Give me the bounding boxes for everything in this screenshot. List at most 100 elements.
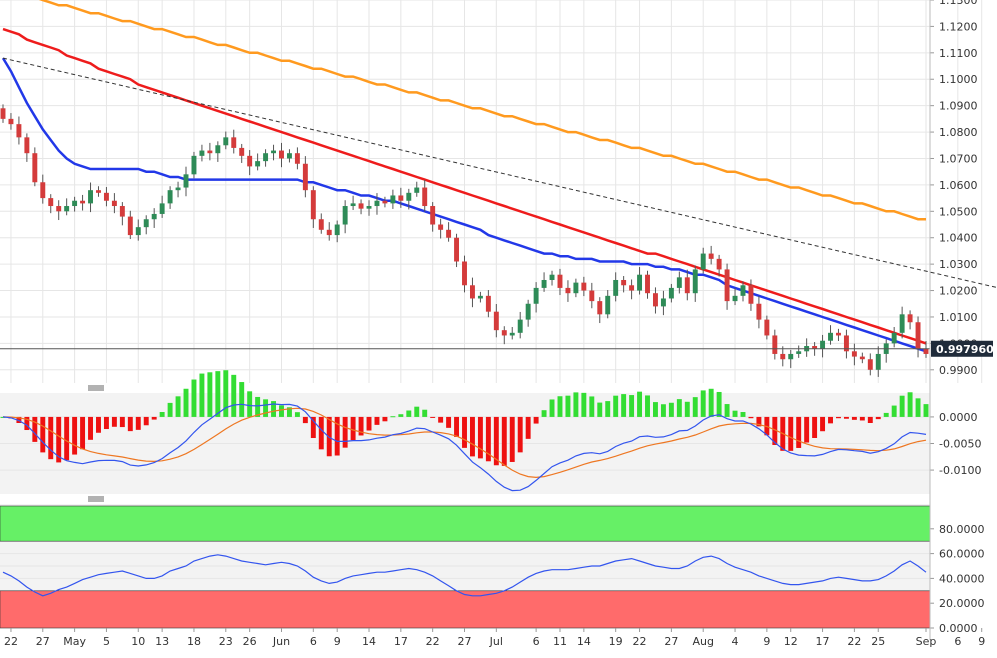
- candle-body: [135, 227, 141, 236]
- sma-slow-line: [38, 0, 926, 221]
- macd-histogram-bar: [557, 396, 563, 417]
- x-tick-label: 13: [155, 635, 169, 648]
- candle-body: [796, 351, 802, 354]
- macd-histogram-bar: [56, 416, 62, 463]
- macd-histogram-bar: [199, 373, 205, 417]
- macd-histogram-bar: [772, 416, 778, 445]
- candle-body: [215, 145, 221, 154]
- macd-histogram-bar: [541, 410, 547, 417]
- price-tick-label: 1.0800: [939, 126, 978, 139]
- macd-histogram-bar: [334, 416, 340, 456]
- candle-body: [668, 287, 674, 299]
- candle-body: [48, 198, 54, 207]
- x-tick-label: 23: [219, 635, 233, 648]
- macd-histogram-bar: [645, 395, 650, 417]
- macd-histogram-bar: [294, 412, 300, 417]
- macd-histogram-bar: [820, 416, 826, 432]
- candle-body: [820, 340, 826, 349]
- macd-histogram-bar: [493, 416, 499, 466]
- rsi-tick-label: 60.0000: [939, 548, 985, 561]
- macd-histogram-bar: [183, 388, 189, 417]
- candle-body: [525, 303, 531, 320]
- x-tick-label: 17: [816, 635, 830, 648]
- candle-body: [469, 285, 475, 299]
- macd-histogram-bar: [828, 416, 833, 424]
- candle-body: [843, 335, 849, 352]
- macd-histogram-bar: [310, 416, 316, 439]
- last-price-badge: [931, 340, 993, 357]
- macd-histogram-bar: [191, 379, 197, 417]
- x-axis: 22 27 May 5 10 13 18 23 26 Jun 6 9 14 17 22 27 Jul 6 11 14 1…: [4, 628, 985, 648]
- candle-body: [772, 335, 778, 354]
- candle-body: [477, 295, 483, 299]
- candle-body: [414, 187, 420, 193]
- candle-body: [88, 190, 93, 204]
- macd-series: [0, 370, 929, 492]
- macd-histogram-bar: [32, 416, 38, 442]
- macd-line: [2, 403, 927, 492]
- candle-body: [398, 195, 404, 201]
- macd-histogram-bar: [652, 402, 658, 417]
- candle-body: [605, 295, 611, 315]
- rsi-splitter[interactable]: [0, 494, 930, 504]
- price-tick-label: 1.0400: [939, 232, 978, 245]
- candle-body: [32, 153, 38, 183]
- price-tick-label: 0.9900: [939, 364, 978, 377]
- rsi-line: [2, 554, 927, 597]
- candle-body: [255, 161, 261, 167]
- macd-histogram-bar: [477, 416, 483, 459]
- macd-histogram-bar: [469, 416, 475, 457]
- macd-tick-label: -0.0100: [939, 464, 981, 477]
- x-tick-label: 22: [633, 635, 647, 648]
- macd-histogram-bar: [915, 398, 921, 417]
- candle-body: [430, 206, 436, 225]
- price-tick-label: 1.0700: [939, 152, 978, 165]
- macd-histogram-bar: [748, 416, 754, 419]
- candle-body: [660, 298, 666, 307]
- candle-body: [263, 153, 269, 162]
- macd-histogram-bar: [111, 416, 117, 427]
- macd-histogram-bar: [88, 416, 93, 440]
- rsi-bands: [0, 505, 931, 629]
- candle-body: [573, 282, 579, 294]
- x-tick-label: 6: [954, 635, 961, 648]
- candle-body: [279, 150, 284, 159]
- candle-body: [334, 224, 340, 236]
- macd-histogram-bar: [581, 392, 587, 417]
- candle-body: [438, 224, 444, 230]
- price-tick-label: 1.1000: [939, 73, 978, 86]
- macd-histogram-bar: [80, 416, 86, 450]
- candle-body: [557, 274, 563, 288]
- candle-body: [732, 295, 738, 302]
- macd-splitter[interactable]: [0, 383, 930, 393]
- macd-histogram-bar: [247, 391, 253, 417]
- macd-histogram-bar: [621, 394, 627, 417]
- price-tick-label: 1.0600: [939, 179, 978, 192]
- macd-histogram-bar: [350, 416, 356, 441]
- candle-body: [80, 200, 86, 204]
- macd-histogram-bar: [263, 399, 269, 417]
- candle-body: [366, 206, 372, 209]
- macd-histogram-bar: [907, 392, 913, 417]
- macd-histogram-bar: [454, 416, 460, 437]
- macd-histogram-bar: [597, 402, 603, 417]
- candle-body: [629, 285, 635, 291]
- price-tick-label: 1.1300: [939, 0, 978, 7]
- candle-body: [271, 150, 277, 154]
- macd-histogram-bar: [64, 416, 70, 461]
- candle-body: [899, 314, 905, 333]
- macd-histogram-bar: [271, 401, 277, 417]
- macd-histogram-bar: [812, 416, 818, 438]
- candle-body: [302, 163, 308, 191]
- macd-histogram-bar: [223, 370, 229, 417]
- candle-body: [111, 200, 117, 207]
- macd-histogram-bar: [692, 397, 698, 417]
- candle-body: [836, 332, 841, 336]
- macd-histogram-bar: [175, 396, 181, 417]
- macd-histogram-bar: [302, 416, 308, 424]
- candle-body: [318, 219, 324, 230]
- macd-histogram-bar: [374, 416, 380, 425]
- candle-body: [541, 279, 547, 288]
- candle-body: [119, 206, 125, 217]
- macd-histogram-bar: [318, 416, 324, 450]
